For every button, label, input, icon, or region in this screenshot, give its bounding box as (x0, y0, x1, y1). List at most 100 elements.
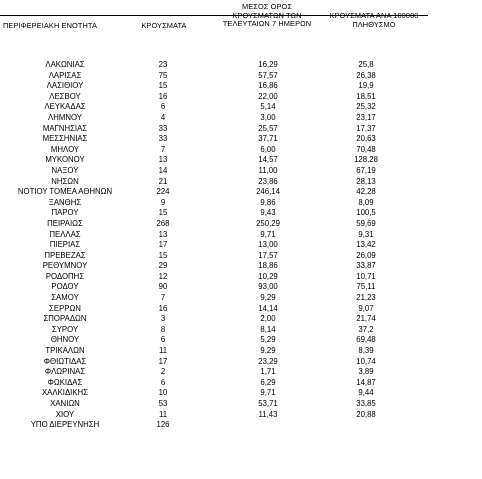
table-row: ΧΑΛΚΙΔΙΚΗΣ 10 9,71 9,44 (0, 388, 482, 399)
table-row: ΝΑΞΟΥ 14 11,00 67,19 (0, 166, 482, 177)
table-row: ΠΕΙΡΑΙΩΣ 268 250,29 59,69 (0, 219, 482, 230)
cell-cases: 6 (160, 102, 166, 112)
header-per-100000: ΚΡΟΥΣΜΑΤΑ ΑΝΑ 100000 ΠΛΗΘΥΣΜΟ (318, 11, 430, 29)
table-row: ΛΕΥΚΑΔΑΣ 6 5,14 25,32 (0, 102, 482, 113)
cell-region: ΦΘΙΩΤΙΔΑΣ (43, 356, 87, 366)
cell-per-100000: 3,89 (358, 367, 374, 377)
cell-seven-day-average: 10,29 (258, 271, 278, 281)
table-row: ΦΛΩΡΙΝΑΣ 2 1,71 3,89 (0, 367, 482, 378)
table-row: ΛΑΣΙΘΙΟΥ 15 16,86 19,9 (0, 81, 482, 92)
cell-cases: 4 (160, 112, 166, 122)
cell-region: ΘΗΝΟΥ (50, 335, 80, 345)
cell-cases: 17 (158, 356, 168, 366)
header-avg-line-3: ΤΕΛΕΥΤΑΙΩΝ 7 ΗΜΕΡΩΝ (222, 19, 312, 29)
table-row: ΤΡΙΚΑΛΩΝ 11 9,29 8,39 (0, 346, 482, 357)
cell-cases: 53 (158, 399, 168, 408)
cell-per-100000: 100,5 (356, 208, 376, 218)
cell-region: ΜΕΣΣΗΝΙΑΣ (42, 134, 88, 144)
cell-per-100000: 20,88 (356, 409, 376, 419)
cell-region: ΣΑΜΟΥ (51, 293, 79, 303)
cell-cases: 7 (160, 144, 166, 154)
cell-per-100000: 10,71 (356, 271, 376, 281)
cell-region: ΝΟΤΙΟΥ ΤΟΜΕΑ ΑΘΗΝΩΝ (17, 187, 113, 197)
cell-seven-day-average: 23,29 (258, 356, 278, 366)
cell-cases: 10 (158, 388, 168, 398)
table-row: ΛΗΜΝΟΥ 4 3,00 23,17 (0, 113, 482, 124)
cell-per-100000: 128,28 (354, 155, 378, 165)
cell-cases: 90 (158, 282, 168, 292)
cell-cases: 29 (158, 261, 168, 271)
cell-per-100000: 13,42 (356, 240, 376, 250)
cell-cases: 6 (160, 377, 166, 387)
table-row: ΜΗΛΟΥ 7 6,00 70,48 (0, 145, 482, 156)
cell-cases: 15 (158, 208, 168, 218)
table-row: ΝΟΤΙΟΥ ΤΟΜΕΑ ΑΘΗΝΩΝ 224 246,14 42,28 (0, 187, 482, 198)
header-avg-line-1: ΜΕΣΟΣ ΟΡΟΣ (241, 2, 293, 11)
cell-per-100000: 18,51 (356, 91, 376, 101)
cell-region: ΠΑΡΟΥ (51, 208, 79, 218)
table-row: ΠΕΛΛΑΣ 13 9,71 9,31 (0, 230, 482, 241)
cell-region: ΧΙΟΥ (55, 409, 75, 419)
cell-cases: 23 (158, 60, 168, 69)
cell-seven-day-average: 11,00 (258, 165, 278, 175)
cell-seven-day-average: 16,29 (258, 60, 278, 69)
cell-seven-day-average: 9,43 (260, 208, 276, 218)
cell-per-100000: 9,31 (358, 229, 374, 239)
cell-region: ΛΕΣΒΟΥ (49, 91, 81, 101)
cell-region: ΝΗΣΩΝ (51, 176, 79, 186)
table-row: ΣΠΟΡΑΔΩΝ 3 2,00 21,74 (0, 314, 482, 325)
cell-seven-day-average: 13,00 (258, 240, 278, 250)
cell-per-100000: 14,87 (356, 377, 376, 387)
header-cases: ΚΡΟΥΣΜΑΤΑ (141, 21, 187, 30)
cell-seven-day-average: 2,00 (260, 314, 276, 324)
cell-per-100000: 9,44 (358, 388, 374, 398)
cell-region: ΧΑΝΙΩΝ (50, 399, 80, 408)
cell-cases: 6 (160, 335, 166, 345)
cell-per-100000: 28,13 (356, 176, 376, 186)
cell-per-100000: 75,11 (356, 282, 376, 292)
cell-cases: 33 (158, 123, 168, 133)
cell-per-100000: 59,69 (356, 218, 376, 228)
cell-seven-day-average: 5,29 (260, 335, 276, 345)
cell-cases: 75 (158, 70, 168, 80)
cell-region: ΜΗΛΟΥ (50, 144, 80, 154)
cell-region: ΝΑΞΟΥ (51, 165, 79, 175)
cell-seven-day-average: 5,14 (260, 102, 276, 112)
cell-region: ΠΡΕΒΕΖΑΣ (44, 250, 86, 260)
table-row: ΛΕΣΒΟΥ 16 22,00 18,51 (0, 92, 482, 103)
cell-region: ΣΠΟΡΑΔΩΝ (43, 314, 87, 324)
cell-seven-day-average: 246,14 (256, 187, 280, 197)
cell-region: ΜΑΓΝΗΣΙΑΣ (42, 123, 88, 133)
cell-per-100000: 21,23 (356, 293, 376, 303)
cell-per-100000: 23,17 (356, 112, 376, 122)
cell-per-100000: 21,74 (356, 314, 376, 324)
cell-region: ΛΑΣΙΘΙΟΥ (46, 81, 84, 91)
cell-region: ΡΟΔΟΠΗΣ (45, 271, 85, 281)
cell-cases: 15 (158, 81, 168, 91)
cell-cases: 16 (158, 91, 168, 101)
cell-seven-day-average: 9,86 (260, 197, 276, 207)
cell-region: ΛΑΚΩΝΙΑΣ (45, 60, 85, 69)
cell-cases: 15 (158, 250, 168, 260)
table-row: ΧΑΝΙΩΝ 53 53,71 33,85 (0, 399, 482, 410)
cell-per-100000: 33,85 (356, 399, 376, 408)
header-region: ΠΕΡΙΦΕΡΕΙΑΚΗ ΕΝΟΤΗΤΑ (3, 21, 97, 30)
cell-seven-day-average: 6,29 (260, 377, 276, 387)
table-row: ΘΗΝΟΥ 6 5,29 69,48 (0, 335, 482, 346)
table-row: ΣΕΡΡΩΝ 16 14,14 9,07 (0, 304, 482, 315)
cell-seven-day-average: 14,57 (258, 155, 278, 165)
table-row: ΛΑΡΙΣΑΣ 75 57,57 26,38 (0, 71, 482, 82)
table-row: ΥΠΟ ΔΙΕΡΕΥΝΗΣΗ 126 (0, 420, 482, 431)
cell-seven-day-average: 22,00 (258, 91, 278, 101)
cell-per-100000: 8,39 (358, 346, 374, 356)
cell-cases: 16 (158, 303, 168, 313)
cell-seven-day-average: 11,43 (258, 409, 278, 419)
table-row: ΧΙΟΥ 11 11,43 20,88 (0, 410, 482, 421)
cell-region: ΡΟΔΟΥ (51, 282, 79, 292)
cell-per-100000: 69,48 (356, 335, 376, 345)
table-row: ΛΑΚΩΝΙΑΣ 23 16,29 25,8 (0, 60, 482, 71)
header-seven-day-average: ΜΕΣΟΣ ΟΡΟΣ ΚΡΟΥΣΜΑΤΩΝ ΤΩΝ ΤΕΛΕΥΤΑΙΩΝ 7 Η… (212, 2, 322, 29)
cell-cases: 11 (158, 409, 168, 419)
cell-per-100000: 33,87 (356, 261, 376, 271)
cell-region: ΣΕΡΡΩΝ (49, 303, 81, 313)
